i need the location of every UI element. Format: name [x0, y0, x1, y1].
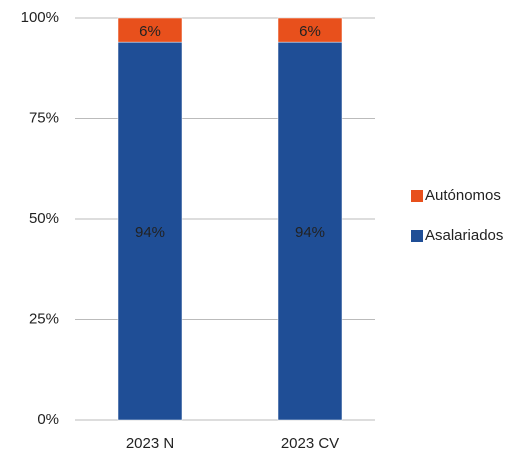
legend-swatch [411, 190, 423, 202]
value-label: 94% [135, 224, 165, 241]
value-label: 94% [295, 224, 325, 241]
x-tick-label: 2023 CV [281, 435, 339, 452]
value-label: 6% [139, 23, 161, 40]
legend-swatch [411, 230, 423, 242]
legend-label: Autónomos [425, 187, 501, 204]
legend-label: Asalariados [425, 227, 503, 244]
bar-segment [277, 41, 343, 421]
y-tick-label: 0% [37, 411, 59, 428]
x-tick-label: 2023 N [126, 435, 174, 452]
y-tick-label: 50% [29, 210, 59, 227]
y-tick-label: 25% [29, 310, 59, 327]
bar-segment [117, 41, 183, 421]
y-tick-label: 100% [21, 9, 59, 26]
y-tick-label: 75% [29, 109, 59, 126]
value-label: 6% [299, 23, 321, 40]
bar-segment [277, 17, 343, 43]
bar-segment [117, 17, 183, 43]
